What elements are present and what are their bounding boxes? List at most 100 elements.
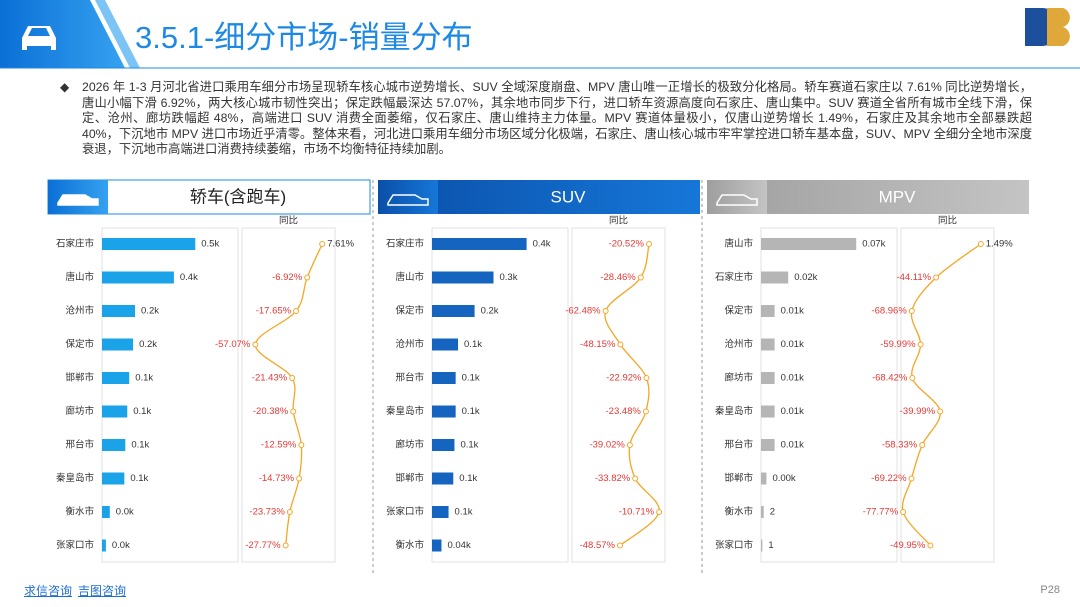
panel-title: 轿车(含跑车) [190, 187, 286, 206]
category-label: 秦皇岛市 [386, 405, 425, 417]
bar [761, 338, 775, 351]
yoy-point [616, 542, 623, 549]
yoy-line [901, 243, 982, 546]
category-label: 保定市 [395, 305, 424, 317]
bar [432, 439, 455, 451]
yoy-label: -20.52% [609, 239, 645, 250]
yoy-point [282, 542, 289, 549]
yoy-point [602, 308, 609, 314]
category-label: 沧州市 [724, 338, 753, 350]
bar [761, 439, 775, 451]
value-label: 0.01k [781, 306, 804, 317]
yoy-point [977, 241, 984, 247]
yoy-point [917, 341, 924, 348]
category-label: 衡水市 [395, 539, 424, 551]
yoy-label: -23.48% [606, 406, 642, 417]
category-label: 邢台市 [724, 439, 753, 451]
bar [761, 506, 764, 518]
category-label: 衡水市 [65, 506, 94, 518]
yoy-point [286, 509, 293, 515]
yoy-label: -48.15% [580, 339, 616, 350]
category-label: 石家庄市 [386, 238, 425, 250]
category-label: 邯郸市 [724, 472, 753, 484]
footer-link[interactable]: 求信咨询 [24, 584, 73, 598]
bar [432, 506, 449, 518]
category-label: 邯郸市 [395, 472, 424, 484]
category-label: 廊坊市 [724, 372, 753, 384]
bar [761, 372, 775, 384]
yoy-label: -10.71% [619, 507, 655, 518]
yoy-label: -44.11% [896, 272, 931, 283]
value-label: 0.3k [499, 272, 517, 283]
yoy-label: -33.82% [595, 473, 631, 484]
category-label: 衡水市 [724, 506, 753, 518]
bar [761, 472, 767, 485]
bar [432, 271, 494, 284]
plot-frame [571, 227, 666, 563]
value-label: 0.1k [462, 373, 480, 384]
value-label: 0.1k [131, 440, 149, 451]
header-stripe [95, 0, 140, 68]
yoy-label: -59.99% [880, 339, 916, 350]
value-label: 0.01k [781, 440, 804, 451]
yoy-label: -62.48% [565, 306, 601, 317]
value-label: 0.00k [772, 473, 795, 484]
yoy-point [908, 475, 915, 482]
value-label: 0.01k [781, 406, 804, 417]
plot-frame [101, 227, 239, 563]
yoy-line [254, 243, 323, 546]
yoy-label: -6.92% [272, 272, 303, 283]
plot-frame [241, 227, 336, 563]
category-label: 唐山市 [65, 271, 94, 283]
category-label: 唐山市 [395, 271, 424, 283]
bullet: ◆ [60, 80, 70, 94]
yoy-label: -22.92% [606, 373, 642, 384]
bar [102, 238, 196, 250]
yoy-point [933, 274, 940, 281]
yoy-label: 7.61% [327, 239, 354, 250]
bar [102, 271, 174, 284]
value-label: 0.02k [794, 272, 817, 283]
yoy-point [937, 408, 944, 415]
footer-link[interactable]: 吉图咨询 [78, 584, 127, 598]
value-label: 0.01k [781, 373, 804, 384]
category-label: 张家口市 [56, 539, 95, 551]
category-label: 廊坊市 [395, 439, 424, 451]
bar [432, 338, 459, 351]
bar [102, 405, 128, 418]
panel-header-icon-box [378, 180, 438, 214]
category-label: 邯郸市 [65, 372, 94, 384]
value-label: 0.0k [116, 507, 134, 518]
value-label: 0.04k [447, 540, 470, 551]
summary: 2026 年 1-3 月河北省进口乘用车细分市场呈现轿车核心城市逆势增长、SUV… [82, 80, 1032, 156]
category-label: 沧州市 [395, 338, 424, 350]
car-icon [57, 194, 99, 206]
yoy-label: -58.33% [882, 440, 918, 451]
yoy-point [617, 341, 624, 348]
value-label: 0.0k [112, 540, 130, 551]
panel-header-icon-box [707, 180, 767, 214]
plot-frame [900, 227, 995, 563]
value-label: 0.1k [133, 406, 151, 417]
category-label: 廊坊市 [65, 405, 94, 417]
yoy-label: -48.57% [580, 540, 616, 551]
yoy-label: -14.73% [259, 473, 295, 484]
yoy-point [927, 542, 934, 549]
yoy-point [289, 375, 296, 381]
bar [432, 305, 475, 317]
value-label: 0.4k [180, 272, 198, 283]
line-title: 同比 [609, 215, 628, 227]
yoy-point [919, 442, 926, 448]
bar [102, 539, 106, 552]
category-label: 邢台市 [65, 439, 94, 451]
category-label: 秦皇岛市 [56, 472, 95, 484]
bar [761, 238, 857, 250]
header-shape [0, 0, 125, 68]
yoy-point [298, 442, 305, 448]
yoy-label: -39.99% [900, 406, 936, 417]
category-label: 张家口市 [715, 539, 754, 551]
yoy-point [296, 475, 303, 482]
yoy-point [642, 408, 649, 415]
plot-frame [431, 227, 569, 563]
